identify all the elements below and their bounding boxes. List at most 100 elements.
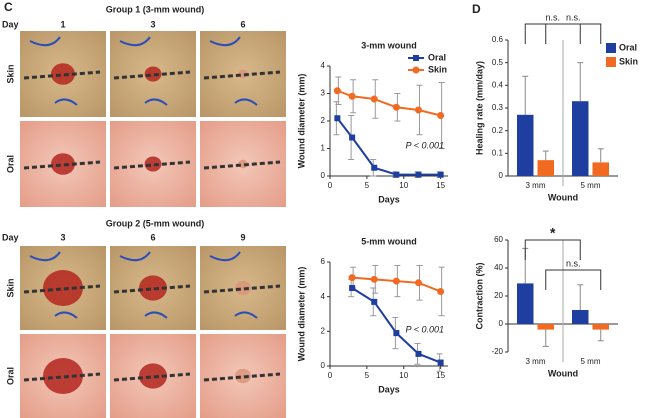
point [415, 106, 422, 114]
point [437, 359, 444, 366]
x-tick-label: 10 [399, 181, 408, 190]
y-tick-label: 6 [321, 257, 326, 266]
y-tick-label: 0 [321, 361, 326, 370]
y-axis-label: Contraction (%) [474, 263, 484, 330]
day-label: Day [2, 232, 19, 242]
y-tick-label: 3 [321, 89, 326, 98]
wound [51, 153, 75, 175]
ruler [23, 160, 101, 170]
ruler [203, 70, 281, 80]
x-tick-label: 3 mm [526, 181, 546, 190]
y-axis-label: Wound diameter (mm) [296, 267, 306, 362]
ruler [203, 372, 281, 382]
annotation: n.s. [545, 12, 560, 22]
y-tick-label: 0.5 [492, 58, 504, 67]
y-axis-label: Wound diameter (mm) [296, 74, 306, 169]
x-tick-label: 15 [436, 181, 445, 190]
ruler [203, 160, 281, 170]
wound [235, 368, 251, 384]
y-tick-label: 0 [321, 171, 326, 180]
ruler [23, 70, 101, 80]
x-tick-label: 10 [399, 371, 408, 380]
legend-label: Skin [619, 56, 638, 66]
suture [209, 251, 258, 319]
suture [209, 36, 258, 106]
x-axis-label: Days [378, 194, 400, 204]
y-tick-label: 0.2 [492, 126, 504, 135]
point [349, 285, 356, 291]
day-number: 6 [150, 232, 155, 242]
x-tick-label: 0 [328, 181, 333, 190]
bar [537, 160, 554, 176]
annotation: P < 0.001 [406, 324, 444, 334]
point [348, 274, 356, 282]
wound [144, 156, 162, 172]
annotation: n.s. [566, 258, 581, 268]
ruler [113, 372, 191, 382]
point [437, 287, 445, 295]
y-tick-label: 4 [321, 61, 326, 70]
wound [144, 66, 162, 82]
ruler [23, 372, 101, 382]
legend-marker [412, 66, 420, 74]
bar [592, 162, 609, 176]
x-tick-label: 5 [365, 181, 370, 190]
y-tick-label: 0 [499, 319, 504, 328]
x-tick-label: 5 mm [581, 357, 601, 366]
significance-bracket [545, 269, 602, 290]
bar [572, 310, 589, 324]
bar [537, 324, 554, 330]
day-number: 6 [240, 19, 245, 29]
wound [139, 363, 167, 389]
point [349, 134, 356, 141]
wound [51, 63, 75, 85]
legend-swatch [606, 43, 616, 53]
y-tick-label: 0 [499, 171, 504, 180]
day-number: 3 [150, 19, 155, 29]
point [371, 164, 378, 171]
suture [119, 36, 168, 106]
chart-title: 3-mm wound [361, 40, 417, 50]
panel-label: C [4, 0, 13, 14]
y-tick-label: 0.3 [492, 103, 504, 112]
point [334, 115, 341, 122]
wound [235, 280, 251, 296]
y-tick-label: 2 [321, 116, 326, 125]
point [415, 350, 422, 357]
bar [592, 324, 609, 330]
significance-bracket [545, 23, 602, 44]
point [392, 277, 400, 285]
row-label: Oral [5, 367, 15, 385]
annotation: n.s. [566, 12, 581, 22]
point [348, 92, 356, 100]
legend-label: Oral [428, 52, 446, 62]
y-axis-label: Healing rate (mm/day) [474, 61, 484, 155]
ruler [113, 284, 191, 294]
wound [43, 270, 83, 306]
y-tick-label: 0.6 [492, 35, 504, 44]
ruler [203, 284, 281, 294]
significance-bracket [524, 239, 581, 260]
ruler [23, 284, 101, 294]
y-tick-label: 1 [321, 144, 326, 153]
x-tick-label: 15 [436, 371, 445, 380]
row-label: Oral [5, 155, 15, 173]
chart-title: 5-mm wound [361, 236, 417, 246]
point [415, 279, 422, 287]
point [370, 95, 378, 103]
x-tick-label: 0 [328, 371, 333, 380]
legend-label: Skin [428, 64, 447, 74]
x-axis-label: Wound [548, 192, 578, 202]
x-tick-label: 5 mm [581, 181, 601, 190]
legend-marker [413, 55, 419, 61]
point [393, 330, 400, 337]
bar [517, 114, 534, 176]
point [437, 171, 444, 178]
row-label: Skin [5, 278, 15, 297]
x-tick-label: 5 [365, 371, 370, 380]
annotation: P < 0.001 [406, 140, 444, 150]
x-axis-label: Days [378, 384, 400, 394]
y-tick-label: -20 [491, 347, 503, 356]
legend-swatch [606, 57, 616, 67]
